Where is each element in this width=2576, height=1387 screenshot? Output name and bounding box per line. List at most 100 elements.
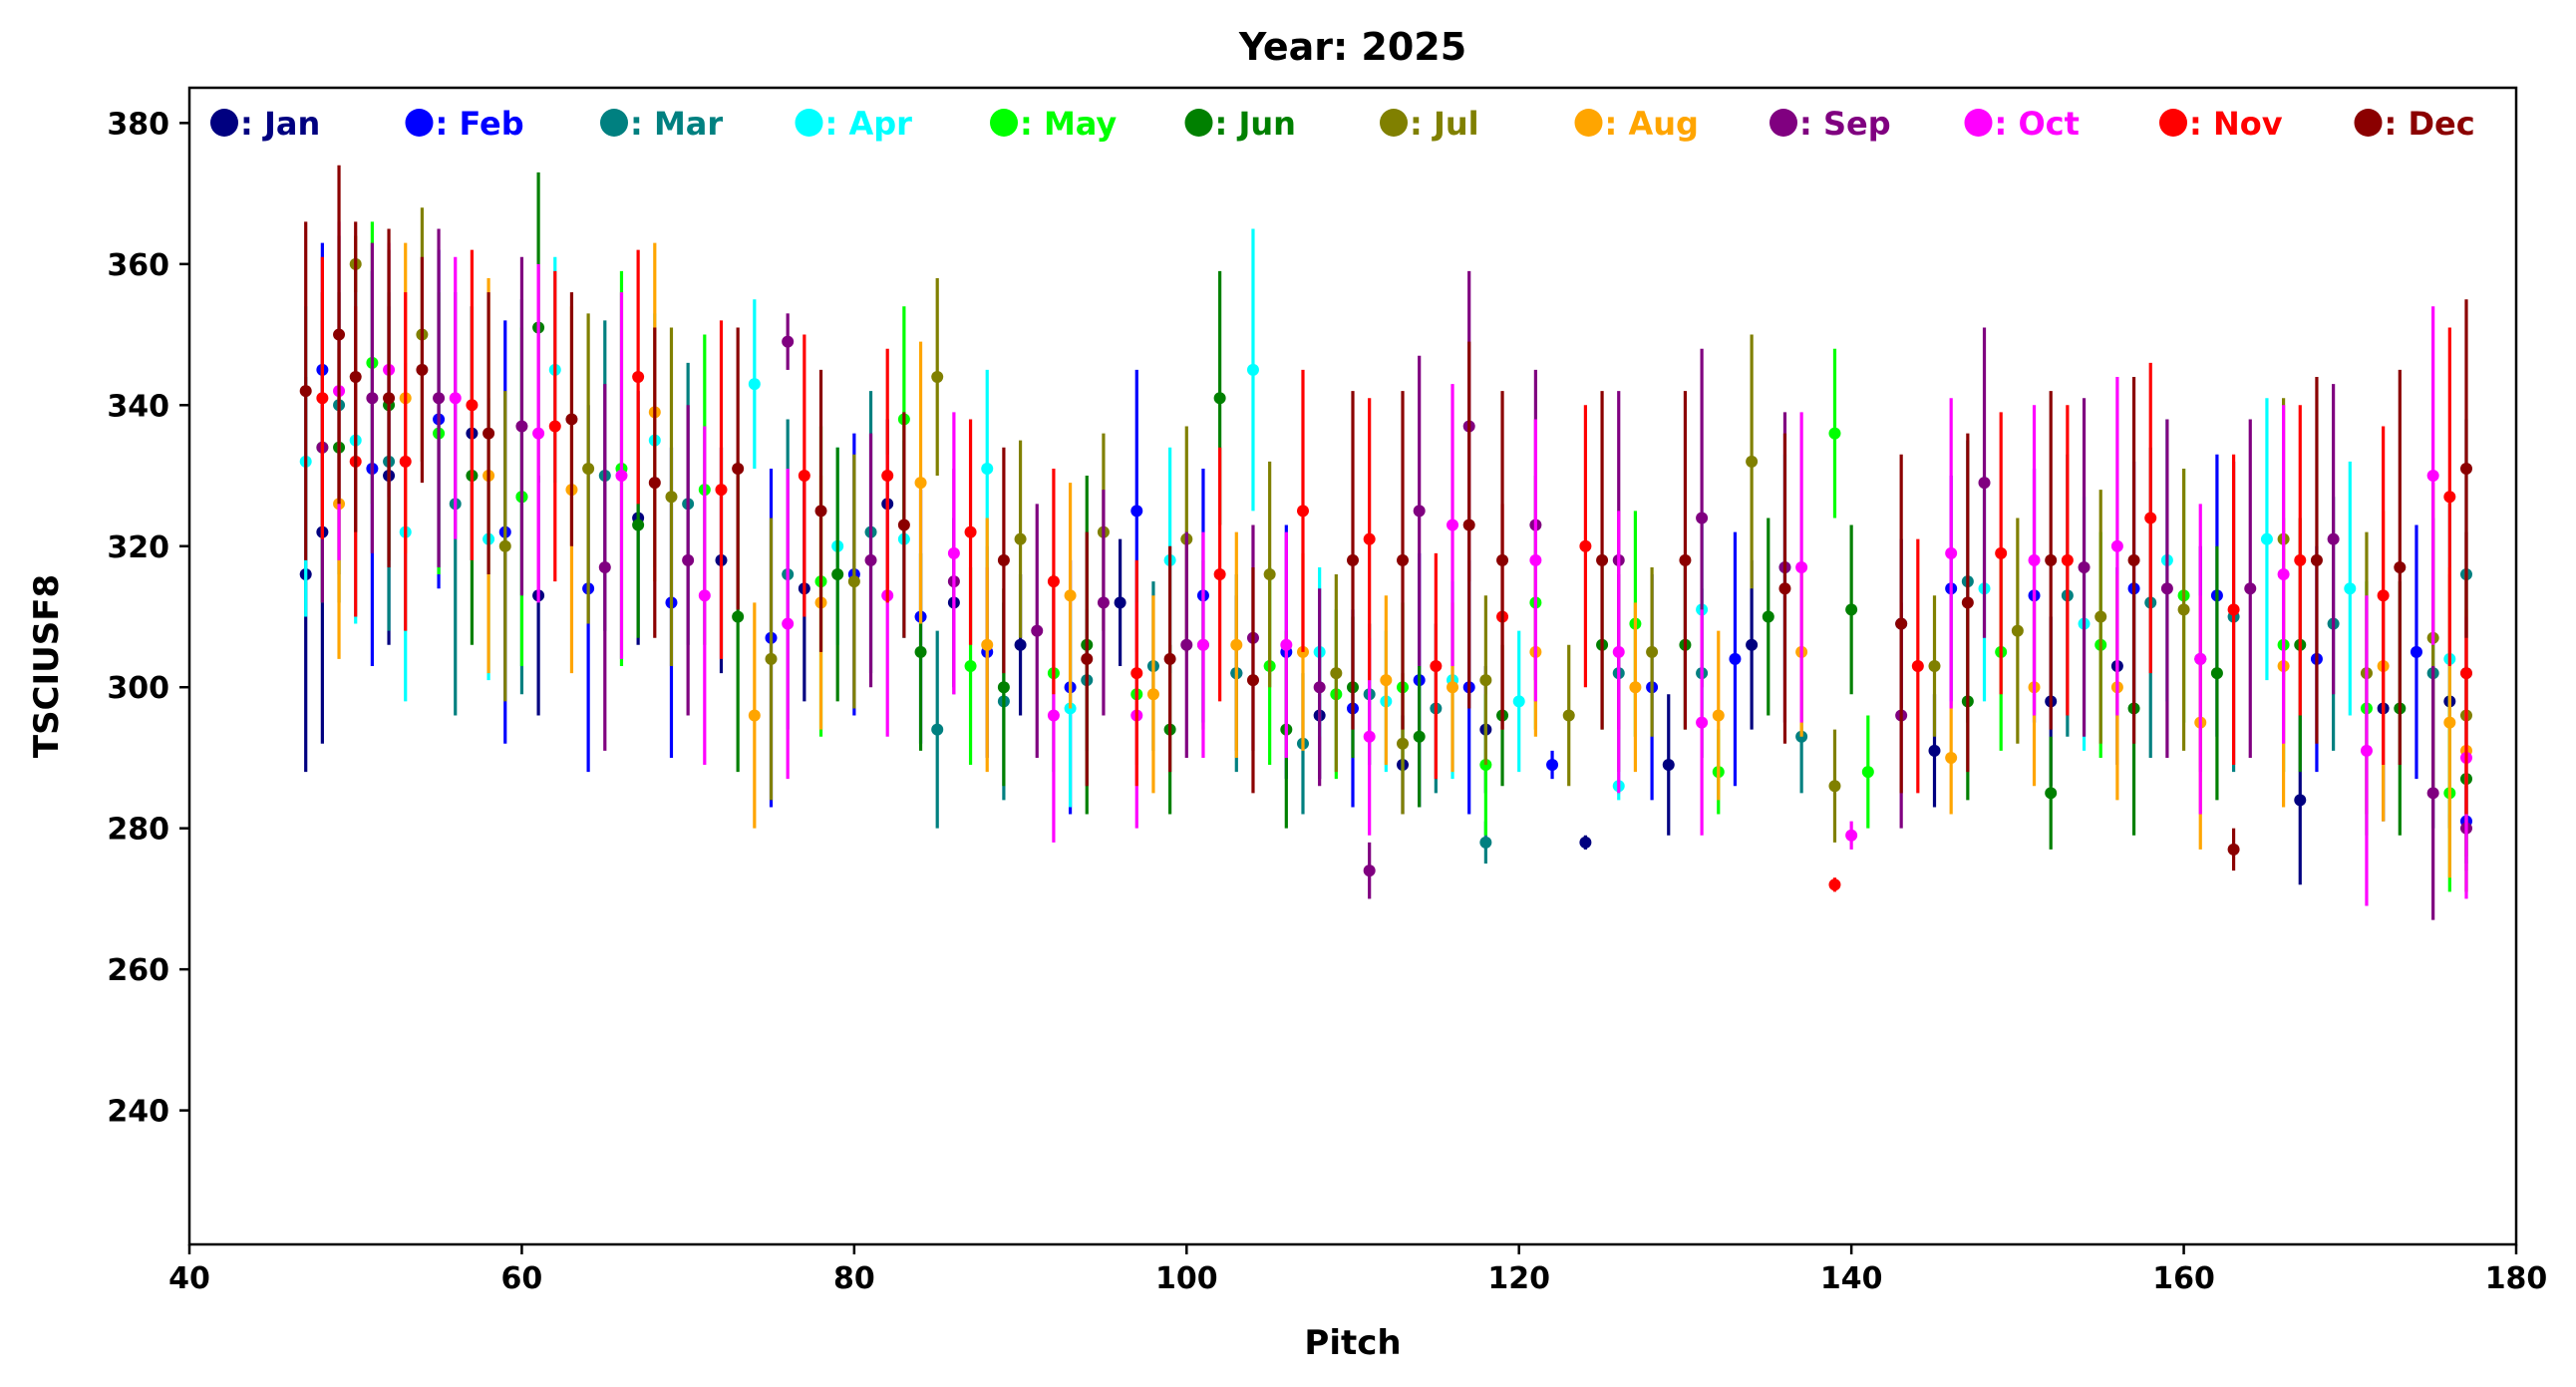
data-point [964, 525, 977, 538]
data-point [1629, 681, 1642, 694]
x-tick-label: 140 [1820, 1261, 1883, 1296]
plot-area-frame [187, 86, 2518, 1246]
data-point [1746, 455, 1759, 468]
data-point [632, 371, 645, 383]
data-point [483, 427, 495, 440]
data-point [1430, 660, 1443, 672]
legend-label: : Sep [1799, 105, 1891, 143]
data-point [466, 399, 479, 412]
data-point [1579, 539, 1592, 552]
data-point [1280, 638, 1293, 651]
x-axis: 40 60 80 100 120 140 160 180 [168, 1244, 2547, 1296]
data-point [1114, 596, 1127, 609]
data-point [2426, 787, 2439, 800]
data-point [1562, 709, 1575, 722]
data-point [1363, 532, 1376, 545]
data-point [2360, 744, 2373, 757]
legend-marker [1184, 109, 1213, 137]
data-point [2045, 553, 2058, 566]
data-point [1047, 709, 1060, 722]
data-point [698, 589, 711, 602]
data-point [1014, 532, 1027, 545]
legend-marker [1380, 109, 1408, 137]
legend-label: : Dec [2385, 105, 2475, 143]
data-point [782, 617, 795, 630]
data-point [1081, 652, 1094, 665]
legend-label: : Jun [1215, 105, 1296, 143]
series-11 [299, 165, 2472, 871]
data-point [1014, 638, 1027, 651]
data-point [1828, 427, 1841, 440]
data-point [1130, 505, 1143, 518]
data-point [847, 575, 860, 588]
data-point [1097, 596, 1110, 609]
data-point [1778, 582, 1791, 595]
y-tick-label: 340 [107, 389, 169, 424]
data-point [1330, 667, 1343, 680]
data-point [1031, 624, 1044, 637]
data-point [997, 553, 1010, 566]
data-point [765, 652, 778, 665]
data-point [1945, 751, 1958, 764]
legend-label: : Feb [436, 105, 524, 143]
data-point [532, 427, 545, 440]
legend-label: : Apr [825, 105, 913, 143]
data-point [1596, 553, 1609, 566]
legend-label: : Jan [240, 105, 320, 143]
data-point [366, 392, 379, 405]
data-point [1380, 674, 1393, 687]
data-point [798, 470, 810, 483]
data-point [1746, 638, 1759, 651]
data-point [1512, 695, 1525, 708]
x-tick-label: 100 [1155, 1261, 1218, 1296]
data-point [981, 462, 994, 475]
data-point [2459, 462, 2472, 475]
data-point [1861, 766, 1874, 779]
data-point [1397, 737, 1410, 750]
data-point [682, 553, 695, 566]
y-tick-label: 320 [107, 530, 169, 565]
data-point [1646, 645, 1659, 658]
data-point [498, 539, 511, 552]
data-point [1263, 568, 1276, 581]
data-point [1296, 505, 1309, 518]
legend-label: : May [1020, 105, 1117, 143]
data-point [914, 477, 927, 490]
data-point [1995, 546, 2008, 559]
data-point [2459, 667, 2472, 680]
legend-marker [2159, 109, 2187, 137]
data-point [2294, 553, 2307, 566]
data-point [1413, 505, 1426, 518]
data-point [383, 392, 396, 405]
x-tick-label: 60 [501, 1261, 543, 1296]
y-tick-label: 300 [107, 671, 169, 706]
data-point [1479, 674, 1492, 687]
data-point [732, 462, 745, 475]
data-point [814, 505, 827, 518]
data-point [2210, 667, 2223, 680]
data-point [1696, 512, 1709, 524]
data-point [2294, 794, 2307, 807]
legend-marker [795, 109, 823, 137]
data-point [2310, 553, 2323, 566]
data-point [1363, 865, 1376, 877]
data-point [1961, 596, 1974, 609]
data-point [732, 610, 745, 623]
legend-label: : Mar [630, 105, 723, 143]
data-point [1347, 553, 1359, 566]
x-tick-label: 80 [833, 1261, 875, 1296]
data-point [831, 568, 844, 581]
data-point [1447, 681, 1459, 694]
data-point [1180, 638, 1193, 651]
data-point [349, 371, 362, 383]
data-point [1479, 836, 1492, 849]
data-point [548, 420, 561, 433]
data-point [1679, 553, 1692, 566]
data-point [881, 470, 894, 483]
data-point [1246, 363, 1259, 376]
data-point [2045, 787, 2058, 800]
data-point [1313, 681, 1326, 694]
data-point [1612, 645, 1625, 658]
data-point [2443, 491, 2456, 504]
